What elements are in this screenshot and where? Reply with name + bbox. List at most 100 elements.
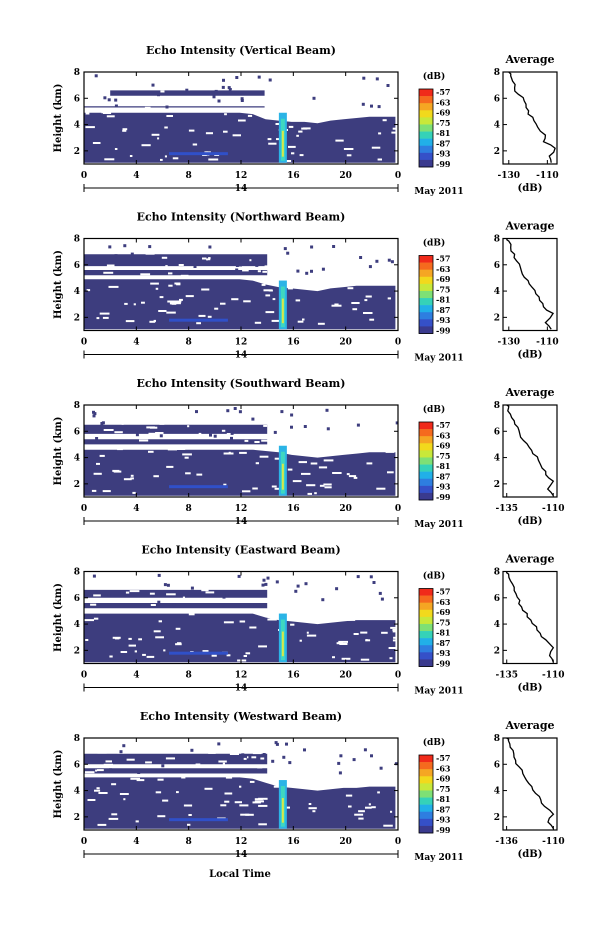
colorbar-segment: [419, 298, 433, 306]
colorbar-tick-label: -63: [436, 97, 451, 107]
data-gap: [275, 417, 282, 420]
sparse-echo: [222, 78, 225, 82]
data-gap: [144, 413, 152, 416]
sparse-echo: [375, 77, 379, 81]
sparse-echo: [268, 78, 272, 82]
data-gap: [134, 650, 137, 653]
data-gap: [106, 115, 115, 118]
data-gap: [396, 285, 398, 288]
sparse-echo: [332, 245, 336, 248]
data-gap: [271, 485, 277, 488]
data-gap: [227, 742, 235, 745]
data-gap: [351, 302, 360, 304]
data-gap: [176, 448, 186, 450]
data-gap: [332, 656, 335, 659]
sparse-echo: [266, 576, 270, 580]
sparse-echo: [100, 422, 104, 425]
data-gap: [393, 636, 398, 639]
data-gap: [112, 774, 117, 777]
data-gap: [117, 244, 122, 247]
data-gap: [164, 126, 168, 129]
weak-echo-streak: [169, 818, 228, 822]
data-gap: [260, 757, 265, 760]
data-gap: [118, 76, 121, 79]
sparse-echo: [225, 594, 229, 598]
sparse-echo: [209, 433, 212, 437]
data-gap: [354, 114, 361, 117]
data-gap: [249, 626, 257, 629]
colorbar-segment: [419, 255, 433, 263]
average-y-tick-label: 2: [494, 646, 500, 656]
colorbar-label: (dB): [423, 238, 445, 249]
data-gap: [165, 757, 175, 760]
colorbar-tick-label: -81: [436, 794, 450, 804]
sparse-echo: [303, 425, 307, 428]
colorbar-tick-label: -69: [436, 441, 451, 451]
average-x-label: (dB): [518, 849, 543, 860]
data-gap: [85, 126, 95, 129]
sparse-echo: [212, 95, 216, 99]
colorbar-segment: [419, 159, 433, 168]
echo-layer-1: [84, 279, 396, 330]
data-gap: [153, 630, 161, 633]
data-gap: [332, 763, 339, 766]
sparse-echo: [310, 269, 313, 273]
average-x-tick-label: -110: [542, 504, 565, 514]
data-gap: [121, 79, 129, 81]
sparse-echo: [305, 271, 309, 275]
colorbar-segment: [419, 443, 433, 451]
data-gap: [326, 412, 333, 415]
y-tick-label: 4: [74, 620, 80, 630]
data-gap: [273, 608, 278, 611]
sparse-echo: [214, 89, 218, 93]
data-gap: [317, 617, 328, 620]
sparse-echo: [378, 591, 382, 595]
data-gap: [261, 283, 266, 286]
data-gap: [389, 657, 393, 660]
data-gap: [119, 793, 129, 795]
sparse-echo: [235, 268, 239, 272]
day-label: 14: [235, 850, 248, 860]
average-y-tick-label: 2: [494, 480, 500, 490]
data-gap: [385, 81, 391, 84]
sparse-echo: [165, 105, 169, 109]
x-tick-label: 12: [235, 671, 248, 681]
data-gap: [338, 743, 344, 746]
data-gap: [258, 823, 267, 826]
sparse-echo: [271, 759, 275, 763]
sparse-echo: [290, 425, 293, 429]
data-gap: [104, 158, 115, 161]
data-gap: [387, 471, 394, 474]
data-gap: [334, 254, 341, 257]
sparse-echo: [372, 581, 376, 584]
sparse-echo: [339, 754, 343, 758]
data-gap: [371, 806, 376, 809]
data-gap: [271, 576, 275, 579]
data-gap: [327, 593, 333, 596]
y-tick-label: 4: [74, 287, 80, 297]
data-gap: [260, 99, 268, 102]
data-gap: [306, 631, 309, 634]
sparse-echo: [312, 96, 316, 100]
colorbar-tick-label: -87: [436, 138, 450, 148]
echo-layer-2: [84, 439, 268, 445]
data-gap: [295, 299, 301, 302]
average-x-tick-label: -135: [495, 504, 518, 514]
data-gap: [166, 311, 176, 314]
day-label: 14: [235, 517, 248, 527]
sparse-echo: [163, 583, 167, 587]
data-gap: [379, 417, 388, 420]
data-gap: [359, 264, 365, 267]
x-tick-label: 4: [133, 504, 139, 514]
data-gap: [101, 111, 105, 114]
data-gap: [212, 248, 217, 251]
data-gap: [318, 97, 327, 100]
sparse-echo: [185, 88, 189, 92]
x-tick-label: 0: [395, 338, 401, 348]
data-gap: [151, 133, 160, 136]
data-gap: [201, 288, 210, 291]
data-gap: [149, 320, 156, 323]
sparse-echo: [261, 583, 265, 587]
data-gap: [103, 763, 113, 766]
sparse-echo: [107, 98, 111, 102]
